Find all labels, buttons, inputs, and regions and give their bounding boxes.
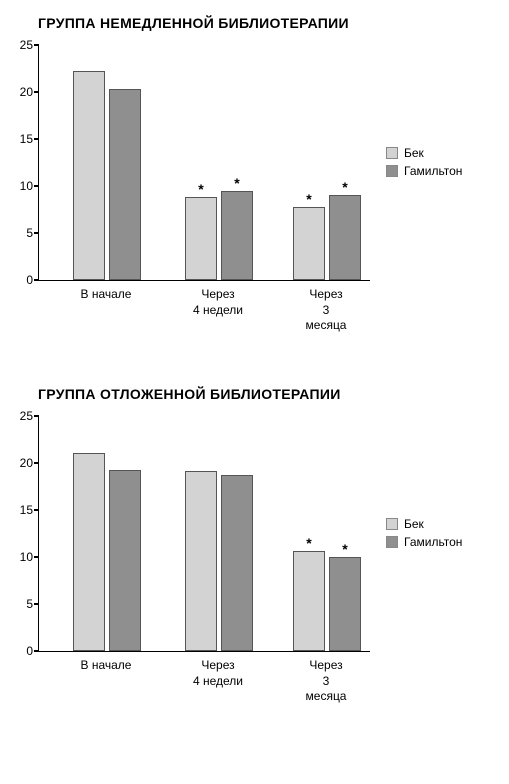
legend-swatch (386, 518, 398, 530)
bar-group: ** (293, 551, 361, 651)
y-tick-mark (34, 603, 39, 605)
bar-hamilton (109, 89, 141, 280)
legend-label: Бек (404, 517, 424, 531)
bar-bek (73, 71, 105, 280)
x-tick-label: Через 4 недели (193, 287, 243, 318)
y-tick-mark (34, 44, 39, 46)
bar-bek (73, 453, 105, 651)
bar-group: ** (185, 191, 253, 280)
x-tick-label: В начале (81, 658, 132, 674)
bar-bek (185, 471, 217, 651)
legend-swatch (386, 536, 398, 548)
y-tick-mark (34, 415, 39, 417)
significance-star: * (306, 192, 311, 208)
x-axis-ticks: В началеЧерез 4 неделиЧерез 3 месяца (38, 281, 370, 321)
y-tick-mark (34, 232, 39, 234)
x-tick-label: Через 3 месяца (304, 287, 348, 334)
bar-bek: * (293, 207, 325, 280)
plot-wrap: 0510152025**** В началеЧерез 4 неделиЧер… (0, 46, 370, 321)
y-tick-mark (34, 138, 39, 140)
bar-hamilton (109, 470, 141, 651)
legend-swatch (386, 165, 398, 177)
legend-item-bek: Бек (386, 146, 462, 160)
y-tick-mark (34, 509, 39, 511)
y-tick-mark (34, 462, 39, 464)
significance-star: * (234, 176, 239, 192)
chart-delayed: ГРУППА ОТЛОЖЕННОЙ БИБЛИОТЕРАПИИ 05101520… (0, 386, 509, 692)
bar-hamilton: * (329, 195, 361, 280)
chart-body: 0510152025** В началеЧерез 4 неделиЧерез… (0, 417, 509, 692)
bar-group (185, 471, 253, 651)
y-tick-mark (34, 185, 39, 187)
bar-hamilton: * (221, 191, 253, 280)
legend-swatch (386, 147, 398, 159)
legend-label: Гамильтон (404, 164, 462, 178)
x-axis-ticks: В началеЧерез 4 неделиЧерез 3 месяца (38, 652, 370, 692)
bar-hamilton (221, 475, 253, 651)
legend-label: Гамильтон (404, 535, 462, 549)
chart-immediate: ГРУППА НЕМЕДЛЕННОЙ БИБЛИОТЕРАПИИ 0510152… (0, 15, 509, 321)
bar-bek: * (293, 551, 325, 651)
bar-group (73, 453, 141, 651)
chart-title: ГРУППА НЕМЕДЛЕННОЙ БИБЛИОТЕРАПИИ (38, 15, 509, 31)
y-tick-mark (34, 556, 39, 558)
significance-star: * (342, 180, 347, 196)
significance-star: * (342, 542, 347, 558)
y-tick-mark (34, 91, 39, 93)
plot-wrap: 0510152025** В началеЧерез 4 неделиЧерез… (0, 417, 370, 692)
legend-item-bek: Бек (386, 517, 462, 531)
significance-star: * (198, 182, 203, 198)
legend: Бек Гамильтон (386, 517, 462, 553)
page: ГРУППА НЕМЕДЛЕННОЙ БИБЛИОТЕРАПИИ 0510152… (0, 0, 509, 757)
legend-label: Бек (404, 146, 424, 160)
plot-area: 0510152025** (38, 417, 370, 652)
significance-star: * (306, 536, 311, 552)
legend: Бек Гамильтон (386, 146, 462, 182)
chart-title: ГРУППА ОТЛОЖЕННОЙ БИБЛИОТЕРАПИИ (38, 386, 509, 402)
legend-item-hamilton: Гамильтон (386, 535, 462, 549)
bar-bek: * (185, 197, 217, 280)
plot-area: 0510152025**** (38, 46, 370, 281)
x-tick-label: В начале (81, 287, 132, 303)
x-tick-label: Через 4 недели (193, 658, 243, 689)
chart-body: 0510152025**** В началеЧерез 4 неделиЧер… (0, 46, 509, 321)
bar-group (73, 71, 141, 280)
x-tick-label: Через 3 месяца (304, 658, 348, 705)
bar-group: ** (293, 195, 361, 280)
bar-hamilton: * (329, 557, 361, 651)
legend-item-hamilton: Гамильтон (386, 164, 462, 178)
